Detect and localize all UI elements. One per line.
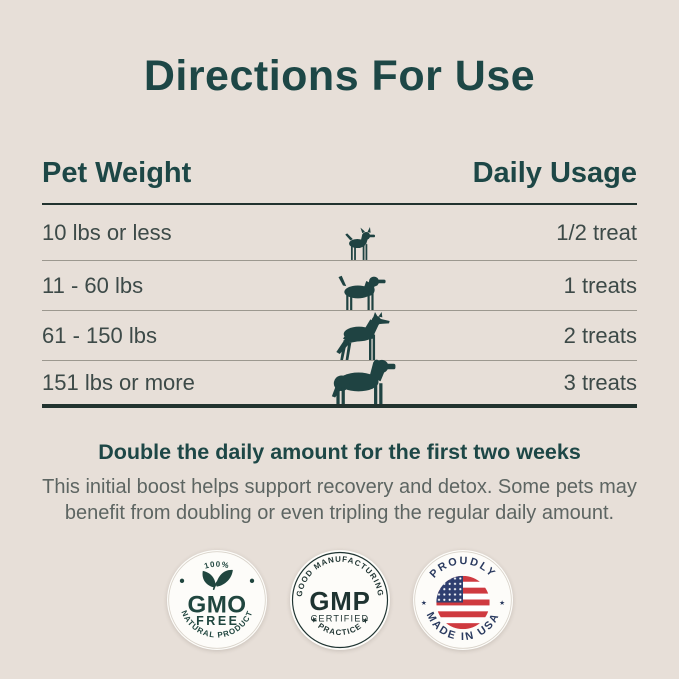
note-headline: Double the daily amount for the first tw…	[98, 440, 581, 464]
star-icon: ★	[420, 600, 426, 607]
gmp-sub-text: CERTIFIED	[310, 614, 369, 624]
svg-text:100%: 100%	[203, 560, 230, 571]
pet-weight-header: Pet Weight	[42, 157, 192, 189]
gmo-main-text: GMO	[187, 592, 246, 619]
note-body-line2: benefit from doubling or even tripling t…	[64, 502, 615, 524]
daily-usage-value: 1/2 treat	[556, 219, 637, 245]
daily-usage-header: Daily Usage	[472, 157, 637, 189]
certification-badges: 100% GMO FREE NATURAL PRODUCT	[0, 550, 679, 650]
made-in-usa-badge: PROUDLY ★ ★ MADE IN USA	[412, 550, 513, 650]
table-row: 151 lbs or more	[42, 359, 637, 408]
daily-usage-value: 2 treats	[563, 322, 637, 348]
leaf-icon	[202, 569, 233, 590]
note-body-line1: This initial boost helps support recover…	[42, 476, 637, 498]
daily-usage-value: 1 treats	[563, 272, 637, 298]
dosage-table: Pet Weight Daily Usage 10 lbs or less	[42, 157, 637, 408]
large-dog-icon	[332, 312, 394, 360]
table-row: 11 - 60 lbs	[42, 261, 637, 311]
dot-icon	[249, 578, 254, 583]
pet-weight-value: 10 lbs or less	[42, 219, 172, 245]
dog-silhouette	[345, 227, 376, 260]
note-body: This initial boost helps support recover…	[0, 474, 679, 526]
xl-dog-icon	[329, 356, 397, 404]
dosage-note: Double the daily amount for the first tw…	[0, 440, 679, 526]
gmo-free-badge: 100% GMO FREE NATURAL PRODUCT	[166, 550, 267, 650]
gmp-main-text: GMP	[309, 588, 370, 616]
dot-icon	[179, 578, 184, 583]
dog-silhouette	[338, 275, 386, 310]
table-row: 10 lbs or less	[42, 205, 637, 261]
gmp-certified-badge: GOOD MANUFACTURING GMP CERTIFIED ★ PRACT…	[289, 550, 390, 650]
gmo-sub-text: FREE	[196, 614, 239, 628]
star-icon: ★	[499, 600, 505, 607]
pet-weight-value: 61 - 150 lbs	[42, 322, 157, 348]
dog-silhouette	[332, 359, 396, 404]
page-title: Directions For Use	[143, 52, 536, 100]
medium-dog-icon	[337, 270, 389, 310]
pet-weight-value: 151 lbs or more	[42, 369, 195, 395]
dog-silhouette	[336, 312, 390, 360]
table-row: 61 - 150 lbs	[42, 311, 637, 361]
small-dog-icon	[344, 227, 382, 260]
pet-weight-value: 11 - 60 lbs	[42, 272, 144, 298]
daily-usage-value: 3 treats	[563, 369, 637, 395]
gmo-top-text: 100%	[203, 560, 229, 571]
usa-flag-icon	[435, 575, 490, 630]
table-header: Pet Weight Daily Usage	[42, 157, 637, 205]
